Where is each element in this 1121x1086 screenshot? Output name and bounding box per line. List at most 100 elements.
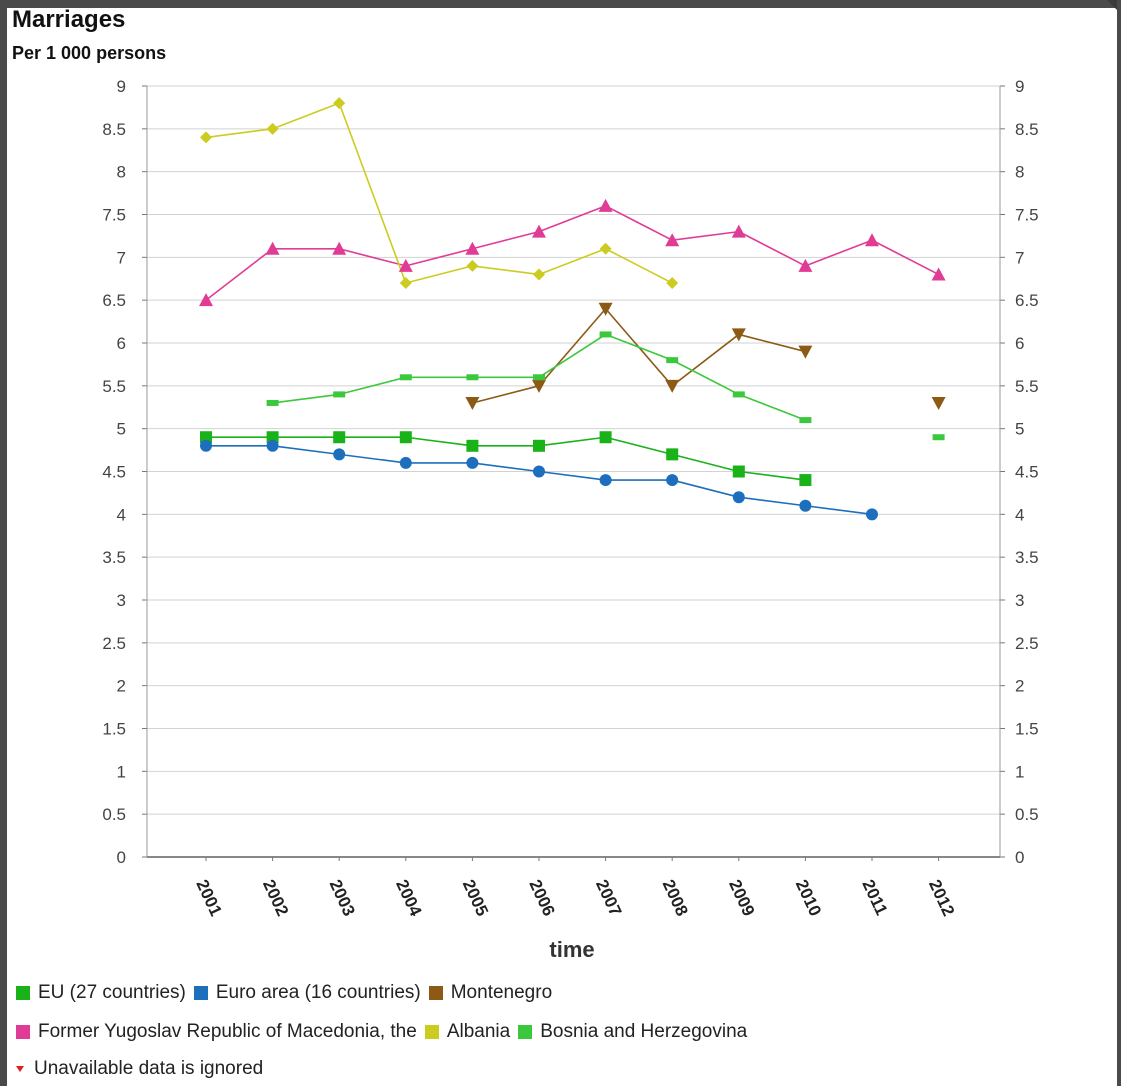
y-tick-label-right: 9 [1015, 77, 1024, 96]
y-tick-label-right: 0.5 [1015, 805, 1039, 824]
data-point [266, 431, 279, 444]
y-tick-label-left: 9 [117, 77, 126, 96]
y-tick-label-left: 1 [117, 762, 126, 781]
y-tick-label-left: 4.5 [102, 463, 126, 482]
chart-title: Marriages [12, 6, 126, 33]
unavailable-data-note: Unavailable data is ignored [16, 1058, 263, 1080]
y-tick-label-left: 6 [117, 334, 126, 353]
data-point [399, 431, 412, 444]
series-line-segment [538, 333, 607, 378]
data-point [200, 439, 212, 452]
legend-row-1: EU (27 countries) Euro area (16 countries… [16, 982, 560, 1006]
x-tick-label: 2011 [858, 877, 891, 918]
data-point [931, 396, 946, 410]
data-point [799, 417, 812, 424]
data-point [799, 474, 812, 487]
series-line-segment [538, 436, 606, 447]
y-tick-label-left: 7 [117, 248, 126, 267]
data-point [333, 431, 346, 444]
legend-label: Bosnia and Herzegovina [540, 1021, 748, 1042]
data-point [732, 391, 745, 398]
data-point [466, 439, 479, 452]
data-point [598, 198, 613, 212]
x-tick-label: 2010 [792, 877, 825, 919]
data-point [465, 396, 480, 410]
data-point [332, 241, 347, 255]
y-tick-label-right: 4 [1015, 505, 1024, 524]
legend-item: Albania [424, 1021, 511, 1043]
y-tick-label-right: 8.5 [1015, 120, 1039, 139]
data-point [265, 241, 280, 255]
legend-row-2: Former Yugoslav Republic of Macedonia, t… [16, 1021, 755, 1045]
legend-swatch [428, 986, 443, 1000]
x-tick-label: 2007 [592, 877, 625, 919]
y-tick-label-right: 1.5 [1015, 720, 1039, 739]
data-point [466, 374, 479, 381]
y-tick-label-right: 6 [1015, 334, 1024, 353]
legend-swatch [424, 1025, 439, 1039]
data-point [865, 233, 879, 247]
data-point [599, 331, 612, 338]
series-line-segment [272, 445, 340, 456]
y-tick-label-left: 5.5 [102, 377, 126, 396]
legend-label: Montenegro [450, 982, 553, 1003]
series-line-segment [339, 247, 406, 267]
legend-label: Former Yugoslav Republic of Macedonia, t… [38, 1021, 417, 1042]
legend-swatch [193, 986, 208, 1000]
series-line-segment [672, 479, 739, 498]
data-point [799, 499, 812, 512]
series-line-segment [472, 385, 540, 404]
y-tick-label-right: 5 [1015, 420, 1024, 439]
x-tick-label: 2009 [725, 877, 758, 919]
series-line-segment [405, 436, 473, 447]
data-point [533, 439, 545, 452]
x-axis-label: time [549, 937, 594, 962]
series-line-segment [339, 376, 406, 396]
y-tick-label-left: 8 [117, 163, 126, 182]
data-point [732, 465, 745, 478]
data-point [266, 399, 279, 406]
legend-label: Albania [446, 1021, 511, 1042]
data-point [266, 122, 279, 135]
data-point [533, 374, 545, 381]
data-point [665, 379, 680, 393]
series-line-segment [472, 265, 540, 276]
series-line-segment [738, 496, 806, 507]
data-point [866, 508, 878, 521]
legend-swatch [518, 1025, 533, 1039]
data-point [798, 258, 813, 272]
legend-item: Former Yugoslav Republic of Macedonia, t… [16, 1021, 417, 1043]
y-tick-label-left: 2.5 [102, 634, 126, 653]
data-point [666, 357, 679, 364]
y-tick-label-right: 3.5 [1015, 548, 1039, 567]
series-line-segment [805, 504, 873, 516]
data-point [533, 465, 545, 478]
y-tick-label-right: 7 [1015, 248, 1024, 267]
data-point [599, 242, 612, 255]
y-tick-label-left: 3 [117, 591, 126, 610]
data-point [399, 374, 412, 381]
series-line-segment [339, 453, 406, 464]
line-chart: 0 0 0.5 0.5 1 1 1.5 1.5 2 2 2.5 2.5 3 3 3.5 3.5 4 4 4.5 4.5… [102, 77, 1039, 962]
series-line-segment [671, 333, 740, 387]
series-line-segment [738, 230, 806, 267]
data-point [665, 233, 680, 247]
data-point [798, 345, 813, 359]
series-line-segment [738, 333, 806, 353]
data-point [399, 277, 412, 290]
data-point [532, 224, 546, 238]
data-point [731, 328, 746, 342]
y-tick-label-left: 0.5 [102, 805, 126, 824]
series-line-segment [472, 462, 540, 473]
data-point [666, 474, 679, 487]
y-tick-label-right: 3 [1015, 591, 1024, 610]
data-point [666, 448, 679, 461]
series-line-segment [405, 247, 473, 267]
data-point [333, 448, 346, 461]
legend-item: Euro area (16 countries) [193, 982, 421, 1004]
series-line-segment [738, 393, 806, 421]
y-tick-label-right: 4.5 [1015, 463, 1039, 482]
series-line-segment [605, 205, 673, 241]
x-tick-label: 2001 [192, 877, 225, 919]
series-line-segment [338, 102, 407, 284]
